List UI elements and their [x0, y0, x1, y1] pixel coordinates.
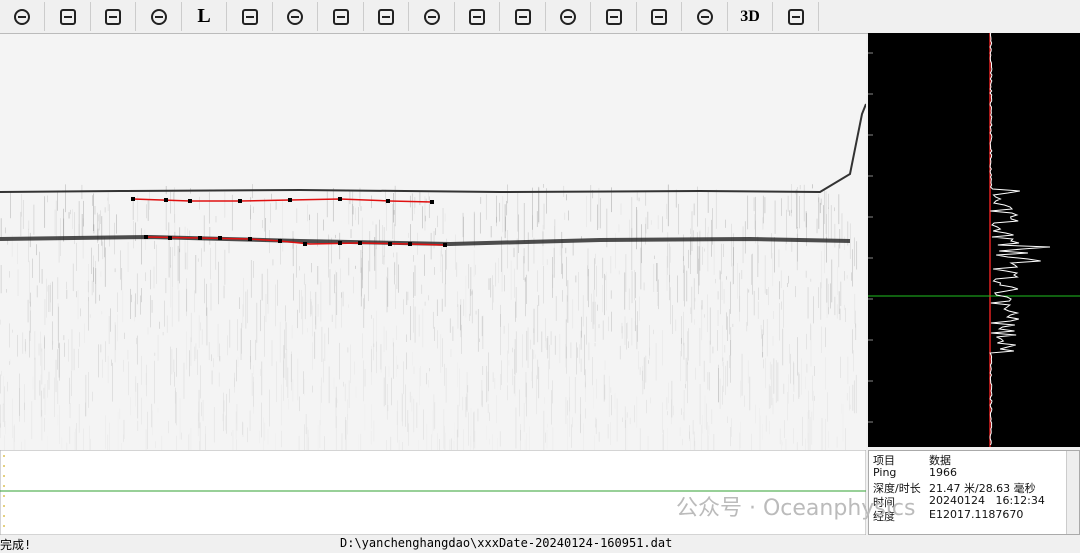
toolbar-button[interactable] [0, 2, 45, 31]
pick-point [338, 197, 342, 201]
toolbar-button[interactable] [46, 2, 91, 31]
info-table: 项目 数据 Ping 1966 深度/时长 21.47 米/28.63 毫秒时间 20240… [868, 450, 1080, 535]
toolbar-button[interactable] [546, 2, 591, 31]
toolbar-button[interactable] [137, 2, 182, 31]
table-value: 21.47 米/28.63 毫秒 [929, 482, 1036, 495]
icon [150, 8, 167, 25]
toolbar: L 3D [0, 0, 1080, 34]
pick-point [278, 239, 282, 243]
file-path: D:\yanchenghangdao\xxxDate-20240124-1609… [340, 536, 673, 550]
table-key: Ping [873, 466, 897, 479]
pick-point [388, 242, 392, 246]
icon [378, 8, 394, 25]
pick-point [408, 242, 412, 246]
icon [514, 8, 531, 25]
icon [605, 8, 622, 25]
pick-point [443, 243, 447, 247]
pick-point [198, 236, 202, 240]
trace-strip [0, 450, 866, 535]
icon [287, 8, 303, 25]
table-value: 数据 [929, 454, 951, 467]
toolbar-button[interactable] [455, 2, 500, 31]
toolbar-button[interactable] [91, 2, 136, 31]
table-key: 经度 [873, 510, 895, 523]
toolbar-button[interactable]: L [182, 2, 227, 31]
table-value: 20240124 16:12:34 [929, 494, 1045, 507]
toolbar-button[interactable] [683, 2, 728, 31]
pick-point [131, 197, 135, 201]
icon [241, 8, 258, 25]
icon [560, 8, 576, 25]
pick-point [188, 199, 192, 203]
pick-point [288, 198, 292, 202]
pick-point [218, 236, 222, 240]
toolbar-button[interactable] [592, 2, 637, 31]
waveform-panel [868, 33, 1080, 447]
pick-point [386, 199, 390, 203]
toolbar-button[interactable] [637, 2, 682, 31]
pick-point [164, 198, 168, 202]
status-message: 完成! [0, 538, 32, 552]
pick-point [248, 237, 252, 241]
toolbar-button[interactable] [273, 2, 318, 31]
icon [423, 8, 440, 25]
toolbar-button[interactable] [364, 2, 409, 31]
pick-point [168, 236, 172, 240]
toolbar-button[interactable] [774, 2, 819, 31]
pick-point [338, 241, 342, 245]
pick-point [430, 200, 434, 204]
toolbar-button[interactable] [228, 2, 273, 31]
table-key: 深度/时长 [873, 482, 921, 495]
pick-point [144, 235, 148, 239]
toolbar-button[interactable] [501, 2, 546, 31]
pick-point [238, 199, 242, 203]
table-key: 时间 [873, 496, 895, 509]
icon [787, 8, 804, 25]
toolbar-button[interactable] [319, 2, 364, 31]
pick-point [303, 242, 307, 246]
pick-point [358, 241, 362, 245]
table-value: 1966 [929, 466, 957, 479]
table-value: E12017.1187670 [929, 508, 1024, 521]
icon [469, 8, 485, 25]
icon [651, 8, 667, 25]
icon [332, 8, 349, 25]
icon [105, 8, 121, 25]
scrollbar[interactable] [1066, 451, 1079, 534]
status-bar: 完成! D:\yanchenghangdao\xxxDate-20240124-… [0, 535, 1080, 552]
icon [59, 8, 76, 25]
toolbar-button[interactable]: 3D [728, 2, 773, 31]
table-key: 项目 [873, 454, 895, 467]
icon [14, 8, 30, 25]
toolbar-button[interactable] [410, 2, 455, 31]
sonar-image [0, 34, 866, 450]
watermark: 公众号 · Oceanphysics [676, 496, 916, 521]
icon [696, 8, 713, 25]
